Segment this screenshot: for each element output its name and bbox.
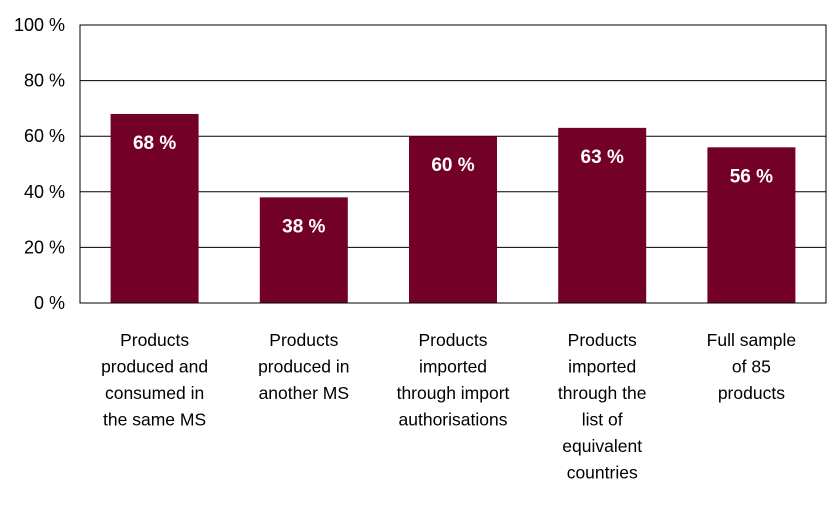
category-label-line: authorisations <box>399 410 508 430</box>
bars <box>110 113 796 304</box>
y-tick-label: 80 % <box>24 71 65 91</box>
bar-value-label: 60 % <box>431 155 474 176</box>
y-tick-label: 20 % <box>24 237 65 257</box>
category-label-line: Products <box>269 330 338 350</box>
bar <box>110 113 199 304</box>
category-label-line: Products <box>120 330 189 350</box>
category-label-line: equivalent <box>562 436 642 456</box>
category-label-line: list of <box>582 410 623 430</box>
y-tick-label: 100 % <box>14 15 65 35</box>
category-label-line: consumed in <box>105 383 204 403</box>
category-label-line: imported <box>568 357 636 377</box>
category-label-line: the same MS <box>103 410 206 430</box>
category-label-line: imported <box>419 357 487 377</box>
bar-value-label: 56 % <box>730 166 773 187</box>
plot-border <box>79 24 827 304</box>
plot-frame <box>79 24 827 304</box>
category-label-line: Full sample <box>707 330 796 350</box>
category-label: Products imported through the list of equiva… <box>558 330 647 483</box>
category-label: Products imported through import authorisat… <box>397 330 510 430</box>
bar <box>558 127 647 303</box>
bar-value-labels: 68 % 38 % 60 % 63 % 56 % <box>133 133 773 237</box>
category-label-line: countries <box>567 463 638 483</box>
category-label-line: another MS <box>259 383 349 403</box>
bar-value-label: 38 % <box>282 216 325 237</box>
category-labels: Products produced and consumed in the same … <box>101 330 796 483</box>
bar <box>409 136 497 303</box>
category-label: Products produced and consumed in the same … <box>101 330 208 430</box>
bar-value-label: 68 % <box>133 133 176 154</box>
category-label: Full sample of 85 products <box>707 330 796 403</box>
category-label-line: produced in <box>258 357 349 377</box>
y-tick-label: 40 % <box>24 182 65 202</box>
category-label-line: of 85 <box>732 357 771 377</box>
category-label-line: produced and <box>101 357 208 377</box>
category-label-line: through import <box>397 383 510 403</box>
bar-value-label: 63 % <box>581 147 624 168</box>
y-tick-label: 60 % <box>24 126 65 146</box>
bar <box>259 197 348 303</box>
bar <box>707 147 796 303</box>
category-label-line: Products <box>568 330 637 350</box>
y-tick-label: 0 % <box>34 293 65 313</box>
category-label-line: through the <box>558 383 647 403</box>
y-axis-tick-labels: 0 % 20 % 40 % 60 % 80 % 100 % <box>14 15 65 313</box>
category-label-line: products <box>718 383 785 403</box>
category-label: Products produced in another MS <box>258 330 349 403</box>
category-label-line: Products <box>418 330 487 350</box>
